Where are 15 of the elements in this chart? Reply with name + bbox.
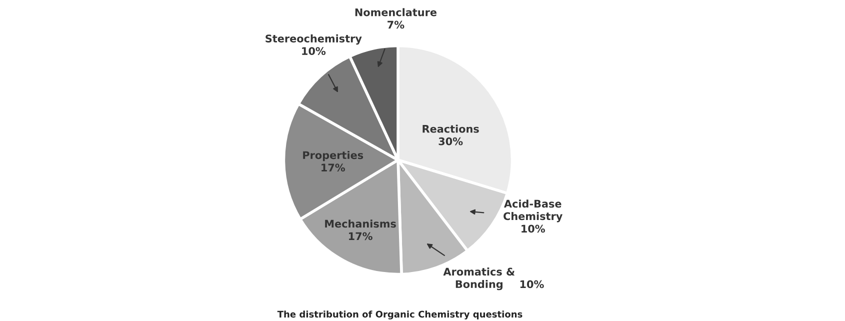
slice-label: Properties (303, 151, 364, 162)
slice-label: Stereochemistry (266, 34, 362, 45)
data-label: 30% (438, 137, 463, 146)
data-label: 7% (388, 20, 404, 29)
data-label: 17% (322, 164, 345, 172)
text: The distribution of Organic Chemistry questions (277, 310, 522, 320)
slice-label: Mechanisms (325, 220, 396, 228)
data-label: 10% (302, 47, 326, 56)
data-label: 10% (522, 224, 545, 233)
slice-label: Nomenclature (355, 8, 436, 16)
data-label: 10% (520, 280, 544, 288)
slice-label: Aromatics & Bonding (443, 268, 515, 290)
slice-label: Reactions (422, 124, 479, 133)
slice-label: Acid-Base Chemistry (504, 200, 562, 222)
data-label: 17% (348, 232, 372, 240)
